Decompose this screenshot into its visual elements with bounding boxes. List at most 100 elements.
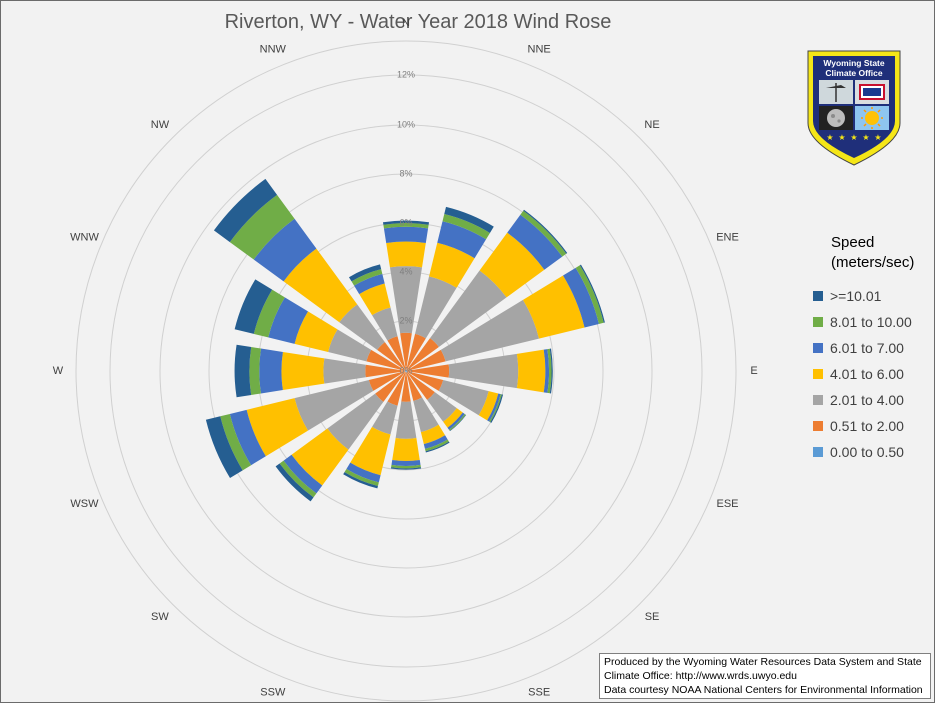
bar-sse-series-1 [406,372,423,401]
legend-items: >=10.01 8.01 to 10.00 6.01 to 7.00 4.01 to … [813,283,933,465]
credit-box: Produced by the Wyoming Water Resources … [599,653,931,699]
grid-ring-4 [208,173,604,569]
bar-nnw-series-6 [348,264,382,282]
bar-sw-series-2 [327,393,384,450]
bar-sse-series-4 [423,435,448,449]
bar-wnw-series-6 [234,279,273,334]
bar-nw-series-5 [229,194,295,260]
radial-tick-labels: 0% 2% 4% 6% 8% 10% 12% [397,69,415,375]
legend-label: 0.00 to 0.50 [830,444,904,460]
bar-nw-series-0 [405,370,406,371]
bar-nw-series-6 [213,178,278,243]
bar-ese-series-0 [406,371,408,372]
bar-wnw-series-4 [268,297,308,344]
bar-s-series-6 [390,467,422,470]
bar-nne-series-1 [406,333,426,370]
legend-swatch [813,447,823,457]
direction-label-nw: NW [151,119,170,131]
bar-sse-series-2 [413,397,439,433]
bar-ene-series-0 [406,370,408,371]
grid-ring-6 [109,74,703,668]
bar-e-series-2 [448,353,519,389]
bar-ese-series-1 [407,371,444,391]
bar-ese-series-5 [489,394,502,423]
credit-line-3: Data courtesy NOAA National Centers for … [604,684,923,696]
grid-ring-5 [159,124,653,618]
direction-label-ssw: SSW [260,686,286,698]
bar-ssw-series-4 [346,462,381,483]
legend-item-4: 2.01 to 4.00 [813,387,933,413]
bar-e-series-3 [516,349,546,393]
legend-item-2: 6.01 to 7.00 [813,335,933,361]
wind-bars [205,178,605,502]
legend-item-3: 4.01 to 6.00 [813,361,933,387]
bar-nw-series-3 [283,248,358,323]
bar-ssw-series-6 [343,472,378,489]
bar-ssw-series-3 [350,426,391,476]
wyoming-climate-office-logo: Wyoming State Climate Office ★ ★ ★ ★ ★ [804,43,904,167]
direction-label-wsw: WSW [70,498,99,510]
bar-sse-series-3 [420,424,446,445]
bar-ese-series-4 [487,393,501,422]
bar-e-series-4 [543,349,550,393]
bar-w-series-6 [234,344,252,398]
bar-nw-series-1 [377,342,406,371]
bar-wnw-series-5 [253,289,285,338]
bar-sse-series-5 [424,439,449,452]
bar-n-series-4 [383,226,429,244]
legend-label: 2.01 to 4.00 [830,392,904,408]
bar-se-series-5 [448,413,466,431]
bar-nnw-series-3 [359,283,391,316]
svg-text:★: ★ [850,133,857,142]
bar-w-series-2 [323,358,366,384]
legend-label: 8.01 to 10.00 [830,314,912,330]
bar-sw-series-3 [291,428,349,486]
direction-label-nne: NNE [528,43,551,55]
legend-label: 6.01 to 7.00 [830,340,904,356]
bar-sw-series-0 [405,371,406,372]
svg-text:★: ★ [838,133,845,142]
bar-wnw-series-3 [294,311,338,353]
legend-swatch [813,421,823,431]
bar-ne-series-2 [430,270,507,347]
bar-w-series-4 [259,348,283,394]
bar-nnw-series-5 [351,269,383,286]
bar-sw-series-4 [283,454,323,494]
bar-ne-series-0 [406,370,407,371]
bar-nne-series-0 [406,369,407,371]
bar-ssw-series-1 [387,372,406,406]
legend-label: 0.51 to 2.00 [830,418,904,434]
radial-tick-0: 0% [399,365,412,375]
bar-nw-series-2 [339,304,385,350]
bar-nne-series-3 [429,242,475,288]
bar-se-series-0 [406,371,407,372]
radial-tick-5: 10% [397,119,415,129]
bar-ene-series-5 [575,265,604,324]
legend-swatch [813,291,823,301]
direction-label-w: W [53,365,64,377]
bar-wnw-series-0 [404,370,406,371]
direction-label-ne: NE [644,119,659,131]
bar-sw-series-5 [279,460,317,498]
bar-n-series-2 [389,266,423,334]
bar-ene-series-4 [563,267,599,328]
svg-text:★: ★ [826,133,833,142]
bar-ene-series-1 [407,349,446,371]
direction-label-sse: SSE [528,686,550,698]
bar-ne-series-3 [479,232,545,298]
bar-e-series-5 [547,348,552,394]
bar-nnw-series-1 [387,336,406,370]
bar-nnw-series-0 [405,369,406,371]
bar-se-series-3 [443,408,463,428]
bar-wsw-series-0 [404,371,406,372]
bar-nne-series-6 [444,206,494,233]
bar-nne-series-2 [415,276,457,339]
bar-nnw-series-4 [354,273,385,295]
radial-tick-3: 6% [399,217,412,227]
radial-tick-6: 12% [397,69,415,79]
bar-wsw-series-3 [246,398,308,457]
grid-ring-outer [75,40,737,702]
bar-ne-series-1 [406,338,439,371]
bar-wsw-series-4 [229,409,266,466]
